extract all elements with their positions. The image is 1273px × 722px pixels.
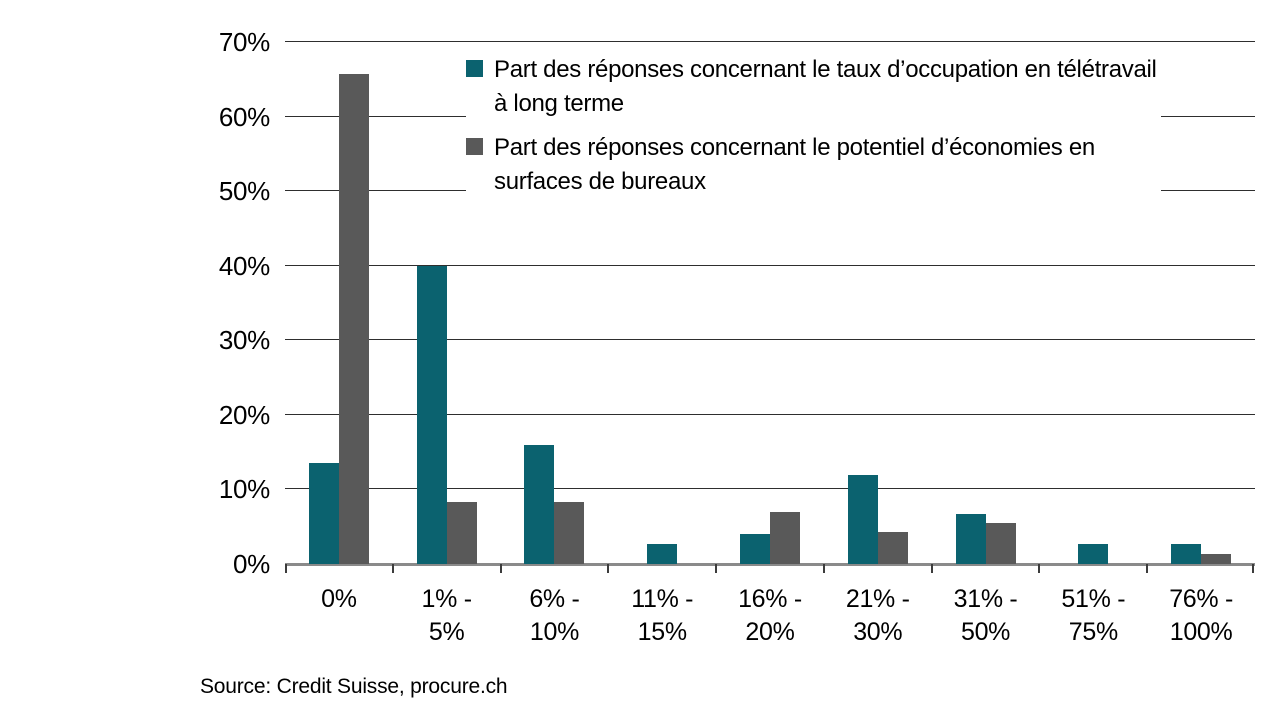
y-gridline-70 [285, 41, 1255, 42]
bar-series2-16-20- [769, 511, 800, 564]
x-axis-tick [607, 564, 610, 573]
bar-group-0- [285, 42, 393, 564]
x-axis-category-label: 16% - 20% [738, 585, 802, 646]
bar-series2-76-100- [1201, 553, 1232, 564]
x-axis-category-label: 31% - 50% [953, 585, 1018, 646]
bar-series2-31-50- [985, 523, 1016, 564]
legend-label-line: Part des réponses concernant le potentie… [494, 134, 1095, 161]
bar-series1-16-20- [739, 534, 770, 564]
bar-group-1-5- [393, 42, 501, 564]
bar-series1-1-5- [416, 265, 447, 564]
y-axis-tick-label: 70% [218, 27, 270, 57]
x-axis-tick [285, 564, 287, 573]
bar-group-6-10- [501, 42, 609, 564]
x-axis-category-label: 51% - 75% [1061, 585, 1126, 646]
x-axis-category-label: 21% - 30% [845, 585, 910, 646]
bar-group-76-100- [1147, 42, 1255, 564]
legend-label: Part des réponses concernant le potentie… [494, 131, 1095, 199]
x-axis-category-label: 76% - 100% [1169, 585, 1233, 646]
y-axis-tick-label: 20% [218, 399, 270, 430]
bar-series2-6-10- [554, 502, 585, 564]
y-axis-tick-label: 60% [218, 101, 270, 132]
legend-label: Part des réponses concernant le taux d’o… [494, 53, 1157, 121]
legend-swatch-icon [466, 138, 483, 155]
bar-group-11-15- [608, 42, 716, 564]
bar-group-51-75- [1039, 42, 1147, 564]
x-axis-tick [499, 564, 502, 573]
y-axis-tick-label: 40% [218, 250, 270, 281]
x-axis-line [285, 563, 1255, 566]
bar-series1-21-30- [847, 474, 878, 564]
legend-label-line: à long terme [494, 90, 624, 117]
x-axis-tick [1146, 564, 1149, 573]
y-axis-tick-label: 10% [218, 474, 270, 505]
bar-series1-76-100- [1171, 543, 1202, 564]
x-axis-tick [1038, 564, 1041, 573]
legend-label-line: Part des réponses concernant le taux d’o… [494, 56, 1157, 83]
bar-group-21-30- [824, 42, 932, 564]
y-axis-tick-label: 0% [233, 549, 270, 579]
bar-group-16-20- [716, 42, 824, 564]
x-axis-tick [715, 564, 718, 573]
bar-series2-0- [338, 74, 369, 564]
bar-series2-21-30- [877, 531, 908, 564]
bar-group-31-50- [932, 42, 1040, 564]
y-gridline-30 [285, 339, 1255, 341]
x-axis-category-label: 11% - 15% [631, 585, 694, 646]
source-note: Source: Credit Suisse, procure.ch [200, 675, 508, 698]
legend: Part des réponses concernant le taux d’o… [466, 53, 1161, 213]
x-axis-category-label: 1% - 5% [421, 585, 473, 646]
y-axis-tick-label: 50% [218, 176, 270, 207]
bar-series1-0- [308, 463, 339, 564]
y-gridline-40 [285, 264, 1255, 266]
y-axis-tick-label: 30% [218, 325, 270, 356]
bar-series1-11-15- [647, 543, 678, 564]
x-axis-tick [822, 564, 825, 573]
x-axis-tick [391, 564, 394, 573]
bar-series1-31-50- [955, 514, 986, 564]
y-gridline-20 [285, 413, 1255, 415]
legend-item-2: Part des réponses concernant le potentie… [466, 131, 1157, 199]
x-axis-tick [930, 564, 933, 573]
plot-area: 0% 1% - 5% 6% - 10% 11% - 15% 16% - 20% 21% -… [285, 41, 1255, 646]
bar-series1-51-75- [1078, 543, 1109, 564]
legend-label-line: surfaces de bureaux [494, 168, 706, 195]
legend-item-1: Part des réponses concernant le taux d’o… [466, 53, 1157, 121]
bar-series1-6-10- [524, 444, 555, 564]
x-axis-category-label: 6% - 10% [529, 585, 580, 646]
y-gridline-10 [285, 488, 1255, 490]
x-axis-category-label: 0% [321, 585, 357, 613]
x-axis-tick [1252, 564, 1254, 573]
bar-series2-1-5- [446, 502, 477, 564]
legend-swatch-icon [466, 60, 483, 77]
